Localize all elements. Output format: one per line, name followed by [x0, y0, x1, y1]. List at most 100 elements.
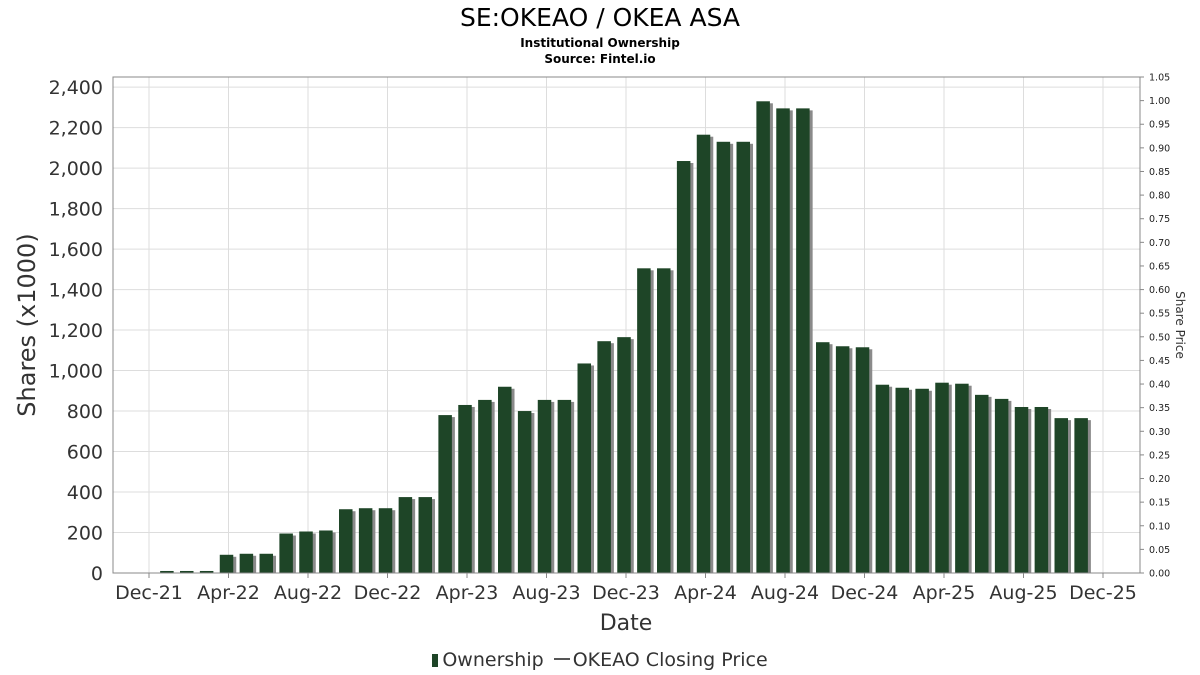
y2-tick-label: 0.85 — [1149, 167, 1170, 178]
x-tick-label: Dec-22 — [354, 582, 422, 604]
ownership-bar — [339, 509, 353, 573]
ownership-bar — [756, 101, 770, 573]
y2-tick-label: 0.90 — [1149, 143, 1170, 154]
ownership-bar — [319, 530, 333, 573]
ownership-bar — [955, 383, 969, 573]
y-tick-label: 2,000 — [49, 158, 103, 180]
ownership-bar — [160, 570, 174, 573]
ownership-bar — [617, 337, 631, 573]
ownership-bar — [835, 346, 850, 573]
ownership-bar — [855, 347, 870, 573]
ownership-bar — [935, 382, 949, 573]
ownership-bar — [180, 570, 194, 573]
x-tick-label: Dec-25 — [1069, 582, 1137, 604]
x-tick-label: Aug-23 — [512, 582, 580, 604]
y-axis-right: 0.00 0.05 0.10 0.15 0.20 0.25 0.30 0.35 0.40 0.45… — [1140, 73, 1170, 580]
y2-tick-label: 0.20 — [1149, 474, 1170, 485]
y-tick-label: 1,000 — [49, 361, 103, 383]
y2-tick-label: 0.80 — [1149, 191, 1170, 202]
y-tick-label: 1,800 — [49, 199, 103, 221]
ownership-bar — [875, 384, 890, 573]
x-tick-label: Apr-25 — [913, 582, 976, 604]
y-tick-label: 800 — [67, 401, 103, 423]
legend-item-ownership: Ownership — [432, 648, 544, 672]
ownership-bar — [557, 399, 572, 573]
x-tick-label: Dec-23 — [592, 582, 660, 604]
y2-tick-label: 0.50 — [1149, 332, 1170, 343]
y-tick-label: 2,200 — [49, 118, 103, 140]
y2-tick-label: 0.70 — [1149, 238, 1170, 249]
ownership-bar — [438, 415, 452, 573]
ownership-bar — [537, 399, 552, 573]
ownership-bar — [577, 363, 592, 573]
y2-tick-label: 0.00 — [1149, 569, 1170, 580]
ownership-bar — [716, 141, 731, 573]
y2-tick-label: 0.95 — [1149, 120, 1170, 131]
y2-tick-label: 0.75 — [1149, 214, 1170, 225]
ownership-bar — [398, 497, 413, 573]
y-tick-label: 2,400 — [49, 77, 103, 99]
x-tick-label: Apr-22 — [197, 582, 260, 604]
y2-tick-label: 0.35 — [1149, 403, 1170, 414]
y-tick-label: 1,400 — [49, 280, 103, 302]
y-tick-label: 0 — [91, 563, 103, 585]
chart-title: SE:OKEAO / OKEA ASA — [459, 3, 741, 32]
y-axis-left: 0 200 400 600 800 1,000 1,200 1,400 1,600 1,800 2,… — [49, 77, 103, 585]
ownership-bar — [1074, 418, 1088, 573]
x-tick-label: Aug-22 — [274, 582, 342, 604]
ownership-bar — [478, 399, 492, 573]
ownership-bar — [796, 108, 810, 574]
x-axis: Dec-21 Apr-22 Aug-22 Dec-22 Apr-23 Aug-23 Dec-… — [115, 573, 1137, 604]
ownership-bar — [199, 570, 214, 573]
ownership-bar — [498, 386, 512, 573]
legend-item-price: OKEAO Closing Price — [550, 648, 768, 672]
ownership-bar — [696, 134, 711, 574]
ownership-bar — [239, 553, 254, 573]
ownership-bar — [299, 531, 313, 573]
y-tick-label: 1,200 — [49, 320, 103, 342]
ownership-chart: 0 200 400 600 800 1,000 1,200 1,400 1,600 1,800 2,… — [13, 73, 1187, 637]
y-axis-label: Shares (x1000) — [13, 233, 41, 416]
x-axis-label: Date — [600, 611, 653, 636]
ownership-bars — [160, 101, 1091, 574]
chart-subtitle: Institutional Ownership — [520, 36, 680, 50]
ownership-bar — [1054, 418, 1069, 573]
ownership-bar — [816, 342, 830, 573]
y-tick-label: 200 — [67, 523, 103, 545]
y-tick-label: 600 — [67, 442, 103, 464]
y2-tick-label: 0.05 — [1149, 545, 1170, 556]
ownership-bar — [597, 341, 611, 573]
x-tick-label: Aug-24 — [751, 582, 819, 604]
y2-tick-label: 0.25 — [1149, 450, 1170, 461]
ownership-bar — [676, 161, 691, 573]
ownership-bar — [1014, 406, 1029, 573]
bar-swatch-icon — [432, 653, 439, 667]
ownership-bar — [776, 108, 790, 574]
x-tick-label: Dec-24 — [831, 582, 899, 604]
ownership-bar — [975, 394, 989, 573]
ownership-bar — [994, 398, 1009, 573]
ownership-bar — [915, 388, 929, 573]
ownership-bar — [637, 268, 651, 573]
x-tick-label: Apr-23 — [436, 582, 499, 604]
x-tick-label: Dec-21 — [115, 582, 183, 604]
y2-tick-label: 0.60 — [1149, 285, 1170, 296]
chart-source: Source: Fintel.io — [544, 52, 656, 66]
ownership-bar — [279, 533, 293, 573]
ownership-bar — [458, 404, 472, 573]
y-tick-label: 400 — [67, 482, 103, 504]
y2-tick-label: 1.05 — [1149, 73, 1170, 84]
legend-label-price: OKEAO Closing Price — [572, 648, 768, 671]
ownership-bar — [418, 497, 433, 573]
y-tick-label: 1,600 — [49, 239, 103, 261]
ownership-bar — [219, 554, 234, 573]
ownership-bar — [657, 268, 671, 573]
ownership-bar — [259, 553, 274, 573]
ownership-bar — [895, 387, 910, 573]
x-tick-label: Aug-25 — [989, 582, 1057, 604]
ownership-bar — [378, 508, 393, 573]
chart-legend: Ownership OKEAO Closing Price — [0, 647, 1200, 672]
ownership-bar — [736, 141, 751, 573]
ownership-bar — [517, 411, 532, 573]
y2-tick-label: 0.40 — [1149, 380, 1170, 391]
